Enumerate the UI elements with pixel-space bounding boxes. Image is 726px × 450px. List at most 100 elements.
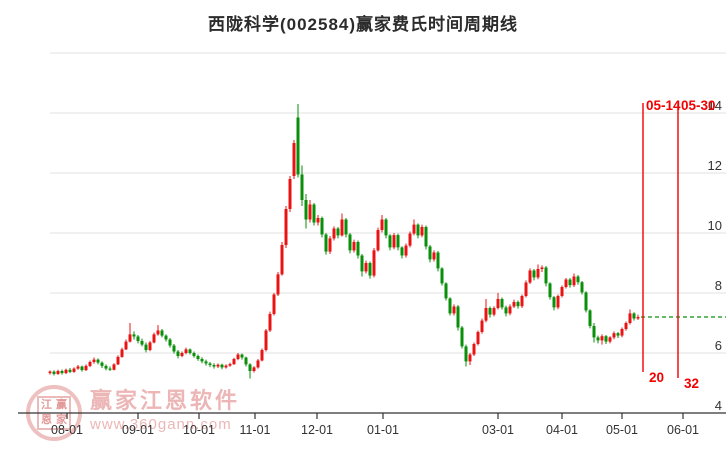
candle-body bbox=[148, 342, 152, 350]
candle-body bbox=[184, 349, 188, 353]
candle-body bbox=[80, 366, 84, 371]
candle-body bbox=[412, 224, 416, 234]
candle-body bbox=[552, 297, 556, 308]
candle-body bbox=[584, 292, 588, 311]
candle-body bbox=[132, 334, 136, 337]
candle-body bbox=[280, 245, 284, 275]
candle-body bbox=[220, 364, 224, 368]
y-axis-label: 8 bbox=[715, 278, 722, 293]
candle-body bbox=[568, 279, 572, 286]
candle-body bbox=[500, 299, 504, 308]
candle-body bbox=[160, 330, 164, 336]
candle-body bbox=[264, 330, 268, 350]
candle-body bbox=[364, 263, 368, 272]
candle-body bbox=[460, 327, 464, 347]
candle-body bbox=[76, 366, 80, 369]
candle-body bbox=[436, 252, 440, 269]
candle-body bbox=[560, 287, 564, 296]
x-axis-label: 01-01 bbox=[367, 423, 399, 437]
candle-body bbox=[328, 238, 332, 252]
candle-body bbox=[408, 233, 412, 246]
candle-body bbox=[296, 117, 300, 175]
time-cycle-date-label: 05-14 bbox=[646, 98, 681, 113]
candle-body bbox=[144, 344, 148, 350]
candle-body bbox=[396, 235, 400, 248]
candle-body bbox=[464, 346, 468, 362]
candle-body bbox=[508, 306, 512, 314]
candle-body bbox=[400, 247, 404, 256]
candle-body bbox=[520, 296, 524, 307]
candle-body bbox=[248, 364, 252, 371]
candle-body bbox=[56, 371, 60, 374]
candle-body bbox=[632, 313, 636, 319]
watermark-text: 赢家江恩软件 www.360gann.com bbox=[90, 383, 240, 433]
candle-body bbox=[140, 341, 144, 345]
candle-body bbox=[292, 143, 296, 176]
candle-body bbox=[536, 269, 540, 278]
candle-body bbox=[524, 282, 528, 296]
candle-body bbox=[108, 368, 112, 370]
time-cycle-date-label: 05-30 bbox=[681, 98, 716, 113]
candle-body bbox=[428, 246, 432, 260]
candle-body bbox=[208, 363, 212, 365]
candle-body bbox=[540, 267, 544, 269]
time-cycle-count-label: 20 bbox=[649, 370, 664, 385]
candle-body bbox=[136, 336, 140, 341]
candle-body bbox=[420, 227, 424, 236]
candle-body bbox=[260, 350, 264, 361]
candle-body bbox=[252, 367, 256, 371]
candle-body bbox=[372, 250, 376, 276]
y-axis-label: 6 bbox=[715, 338, 722, 353]
candle-body bbox=[368, 263, 372, 276]
candle-body bbox=[320, 218, 324, 235]
x-axis-label: 09-01 bbox=[122, 423, 154, 437]
y-axis-label: 10 bbox=[708, 218, 722, 233]
candle-body bbox=[588, 310, 592, 326]
y-axis-label: 12 bbox=[708, 158, 722, 173]
y-axis-label: 4 bbox=[715, 398, 722, 413]
candle-body bbox=[232, 359, 236, 365]
candle-body bbox=[456, 306, 460, 328]
candle-body bbox=[92, 359, 96, 362]
candle-body bbox=[424, 227, 428, 247]
y-axis-label: 14 bbox=[708, 98, 722, 113]
candle-body bbox=[476, 332, 480, 344]
candle-body bbox=[272, 294, 276, 314]
candle-body bbox=[468, 354, 472, 362]
candle-body bbox=[212, 365, 216, 367]
candle-body bbox=[496, 299, 500, 308]
candle-body bbox=[240, 354, 244, 358]
candle-body bbox=[492, 308, 496, 315]
candle-body bbox=[596, 337, 600, 341]
candle-body bbox=[580, 282, 584, 293]
candle-body bbox=[308, 204, 312, 220]
candle-body bbox=[100, 362, 104, 366]
candle-body bbox=[600, 336, 604, 341]
candle-body bbox=[284, 209, 288, 245]
candle-body bbox=[288, 179, 292, 209]
candle-body bbox=[604, 336, 608, 342]
candle-body bbox=[548, 283, 552, 298]
candle-body bbox=[348, 234, 352, 251]
candle-body bbox=[544, 267, 548, 284]
candle-body bbox=[52, 371, 56, 374]
x-axis-label: 12-01 bbox=[301, 423, 333, 437]
candle-body bbox=[556, 296, 560, 308]
candle-body bbox=[316, 218, 320, 223]
candle-body bbox=[60, 371, 64, 374]
candle-body bbox=[384, 219, 388, 236]
candle-body bbox=[480, 320, 484, 332]
candle-body bbox=[624, 323, 628, 329]
candle-body bbox=[512, 302, 516, 307]
candle-body bbox=[344, 219, 348, 235]
candle-body bbox=[268, 314, 272, 331]
candle-body bbox=[224, 365, 228, 368]
watermark-url: www.360gann.com bbox=[90, 416, 232, 433]
candle-body bbox=[120, 349, 124, 357]
candle-body bbox=[628, 313, 632, 323]
candle-body bbox=[356, 242, 360, 256]
candle-body bbox=[164, 335, 168, 340]
candle-body bbox=[188, 349, 192, 353]
candle-body bbox=[576, 276, 580, 283]
